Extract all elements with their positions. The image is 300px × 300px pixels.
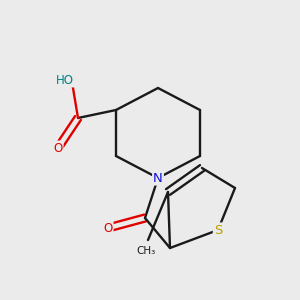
Text: CH₃: CH₃ [136,246,156,256]
Text: O: O [53,142,63,154]
Text: HO: HO [56,74,74,86]
Text: O: O [103,221,112,235]
Text: S: S [214,224,222,236]
Text: N: N [153,172,163,184]
